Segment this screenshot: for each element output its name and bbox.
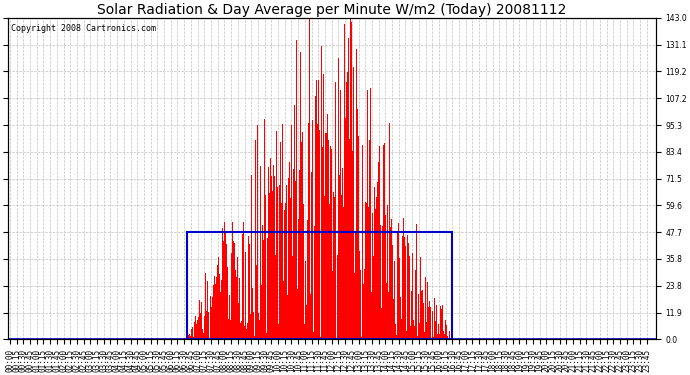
Title: Solar Radiation & Day Average per Minute W/m2 (Today) 20081112: Solar Radiation & Day Average per Minute… xyxy=(97,3,566,17)
Bar xyxy=(187,232,452,339)
Text: Copyright 2008 Cartronics.com: Copyright 2008 Cartronics.com xyxy=(11,24,156,33)
